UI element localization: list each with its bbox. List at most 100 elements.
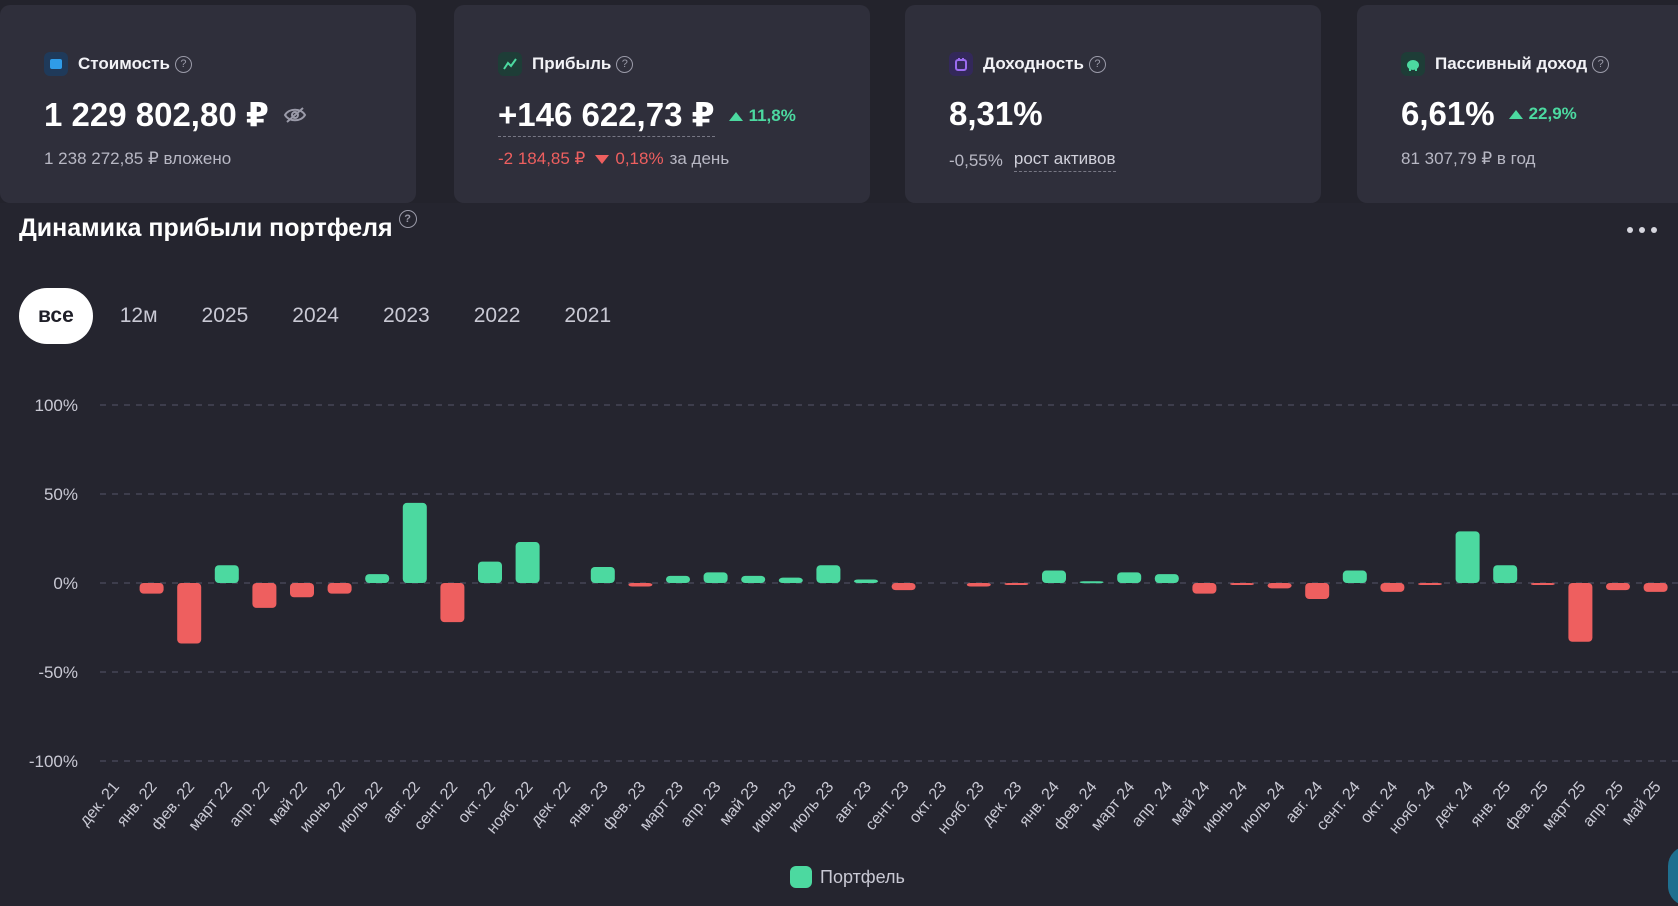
bar[interactable] bbox=[402, 502, 427, 583]
bar[interactable] bbox=[966, 583, 991, 587]
bar[interactable] bbox=[1117, 572, 1142, 583]
chart-line-icon bbox=[498, 52, 522, 76]
portfolio-value: 1 229 802,80 ₽ bbox=[44, 96, 269, 133]
arrow-up-icon bbox=[728, 111, 743, 121]
tab-all[interactable]: все bbox=[19, 288, 93, 344]
tab-2021[interactable]: 2021 bbox=[564, 304, 612, 327]
chart-title: Динамика прибыли портфеля bbox=[19, 214, 393, 242]
help-icon[interactable]: ? bbox=[1088, 55, 1106, 73]
bar[interactable] bbox=[515, 542, 540, 583]
bar[interactable] bbox=[139, 583, 164, 594]
day-change-amount: -2 184,85 ₽ bbox=[498, 149, 586, 168]
asset-growth-link[interactable]: рост активов bbox=[1013, 149, 1116, 172]
day-change-suffix: за день bbox=[669, 149, 730, 168]
y-tick-label: -50% bbox=[38, 663, 78, 682]
legend-label: Портфель bbox=[820, 866, 905, 887]
piggy-bank-icon bbox=[1401, 52, 1425, 76]
profit-value: +146 622,73 ₽ bbox=[498, 95, 715, 137]
bar[interactable] bbox=[1342, 570, 1367, 583]
legend-swatch bbox=[790, 866, 812, 888]
bar[interactable] bbox=[327, 583, 352, 594]
passive-income-change: 22,9% bbox=[1508, 104, 1577, 124]
bar[interactable] bbox=[177, 583, 202, 644]
bar[interactable] bbox=[1042, 570, 1066, 583]
profit-change: 11,8% bbox=[728, 106, 796, 126]
bar[interactable] bbox=[1004, 583, 1029, 585]
bar[interactable] bbox=[1643, 583, 1668, 592]
passive-income-annual: 81 307,79 ₽ в год bbox=[1401, 149, 1536, 168]
bar[interactable] bbox=[703, 572, 728, 583]
bar[interactable] bbox=[891, 583, 916, 591]
y-tick-label: 50% bbox=[44, 485, 78, 504]
card-title: Пассивный доход bbox=[1435, 54, 1588, 73]
help-icon[interactable]: ? bbox=[616, 55, 634, 73]
tab-2022[interactable]: 2022 bbox=[473, 304, 521, 327]
bar[interactable] bbox=[1305, 583, 1330, 600]
tab-2024[interactable]: 2024 bbox=[292, 304, 339, 327]
y-tick-label: 100% bbox=[35, 396, 78, 415]
bar[interactable] bbox=[1380, 583, 1405, 592]
arrow-down-icon bbox=[595, 154, 610, 164]
card-yield[interactable]: Доходность ? 8,31% -0,55% рост активов bbox=[905, 5, 1321, 203]
card-title: Прибыль bbox=[532, 54, 612, 73]
arrow-up-icon bbox=[1508, 109, 1523, 119]
chart-legend[interactable]: Портфель bbox=[790, 866, 905, 888]
card-passive-income[interactable]: Пассивный доход ? 6,61% 22,9% 81 307,79 … bbox=[1357, 5, 1678, 203]
bar[interactable] bbox=[1192, 583, 1217, 594]
bar[interactable] bbox=[1267, 583, 1292, 589]
help-icon[interactable]: ? bbox=[398, 210, 417, 228]
x-tick-label: апр. 22 bbox=[226, 779, 273, 831]
bar[interactable] bbox=[816, 565, 841, 583]
bar[interactable] bbox=[1493, 565, 1518, 583]
calendar-icon bbox=[949, 52, 973, 76]
chat-widget-button[interactable] bbox=[1668, 846, 1678, 906]
bar[interactable] bbox=[1530, 583, 1555, 585]
y-tick-label: -100% bbox=[29, 752, 78, 771]
tab-2025[interactable]: 2025 bbox=[201, 304, 249, 327]
bar[interactable] bbox=[1079, 581, 1104, 584]
day-change-percent: 0,18% bbox=[615, 149, 664, 168]
help-icon[interactable]: ? bbox=[174, 55, 192, 73]
section-title: Динамика прибыли портфеля ? bbox=[19, 210, 417, 243]
bar[interactable] bbox=[440, 583, 465, 623]
invested-amount: 1 238 272,85 ₽ вложено bbox=[44, 149, 232, 168]
bar[interactable] bbox=[290, 583, 314, 598]
card-value-total[interactable]: Стоимость ? 1 229 802,80 ₽ 1 238 272,85 … bbox=[0, 5, 416, 203]
help-icon[interactable]: ? bbox=[1592, 55, 1610, 73]
x-tick-label: апр. 24 bbox=[1129, 779, 1176, 831]
period-tabs: все 12м 2025 2024 2023 2022 2021 bbox=[19, 288, 638, 344]
more-options-icon[interactable] bbox=[1627, 220, 1657, 240]
bar[interactable] bbox=[778, 577, 803, 583]
bar[interactable] bbox=[1455, 531, 1480, 583]
bar[interactable] bbox=[590, 566, 615, 583]
x-tick-label: апр. 23 bbox=[677, 779, 724, 831]
bar[interactable] bbox=[365, 574, 390, 583]
bar[interactable] bbox=[1568, 583, 1593, 642]
profit-change-value: 11,8% bbox=[748, 106, 796, 125]
wallet-icon bbox=[44, 52, 68, 76]
bar[interactable] bbox=[666, 575, 690, 583]
bar[interactable] bbox=[854, 579, 878, 583]
bar[interactable] bbox=[1418, 583, 1442, 585]
yield-value: 8,31% bbox=[949, 95, 1043, 132]
card-title: Доходность bbox=[983, 54, 1084, 73]
y-tick-label: 0% bbox=[53, 574, 78, 593]
passive-income-value: 6,61% bbox=[1401, 95, 1495, 132]
bar[interactable] bbox=[214, 565, 239, 583]
bar[interactable] bbox=[252, 583, 277, 608]
bar[interactable] bbox=[1606, 583, 1630, 591]
bar[interactable] bbox=[478, 561, 502, 583]
tab-2023[interactable]: 2023 bbox=[382, 304, 430, 327]
card-title: Стоимость bbox=[78, 54, 170, 73]
x-tick-label: апр. 25 bbox=[1580, 779, 1627, 831]
bar[interactable] bbox=[628, 583, 653, 587]
summary-cards: Стоимость ? 1 229 802,80 ₽ 1 238 272,85 … bbox=[0, 0, 1678, 203]
hide-eye-icon[interactable] bbox=[283, 106, 307, 124]
bar[interactable] bbox=[1230, 583, 1254, 585]
bar[interactable] bbox=[741, 575, 766, 583]
yield-change: -0,55% bbox=[949, 150, 1003, 170]
bar[interactable] bbox=[1154, 574, 1179, 583]
tab-12m[interactable]: 12м bbox=[119, 304, 158, 327]
card-profit[interactable]: Прибыль ? +146 622,73 ₽ 11,8% -2 184,85 … bbox=[454, 5, 870, 203]
